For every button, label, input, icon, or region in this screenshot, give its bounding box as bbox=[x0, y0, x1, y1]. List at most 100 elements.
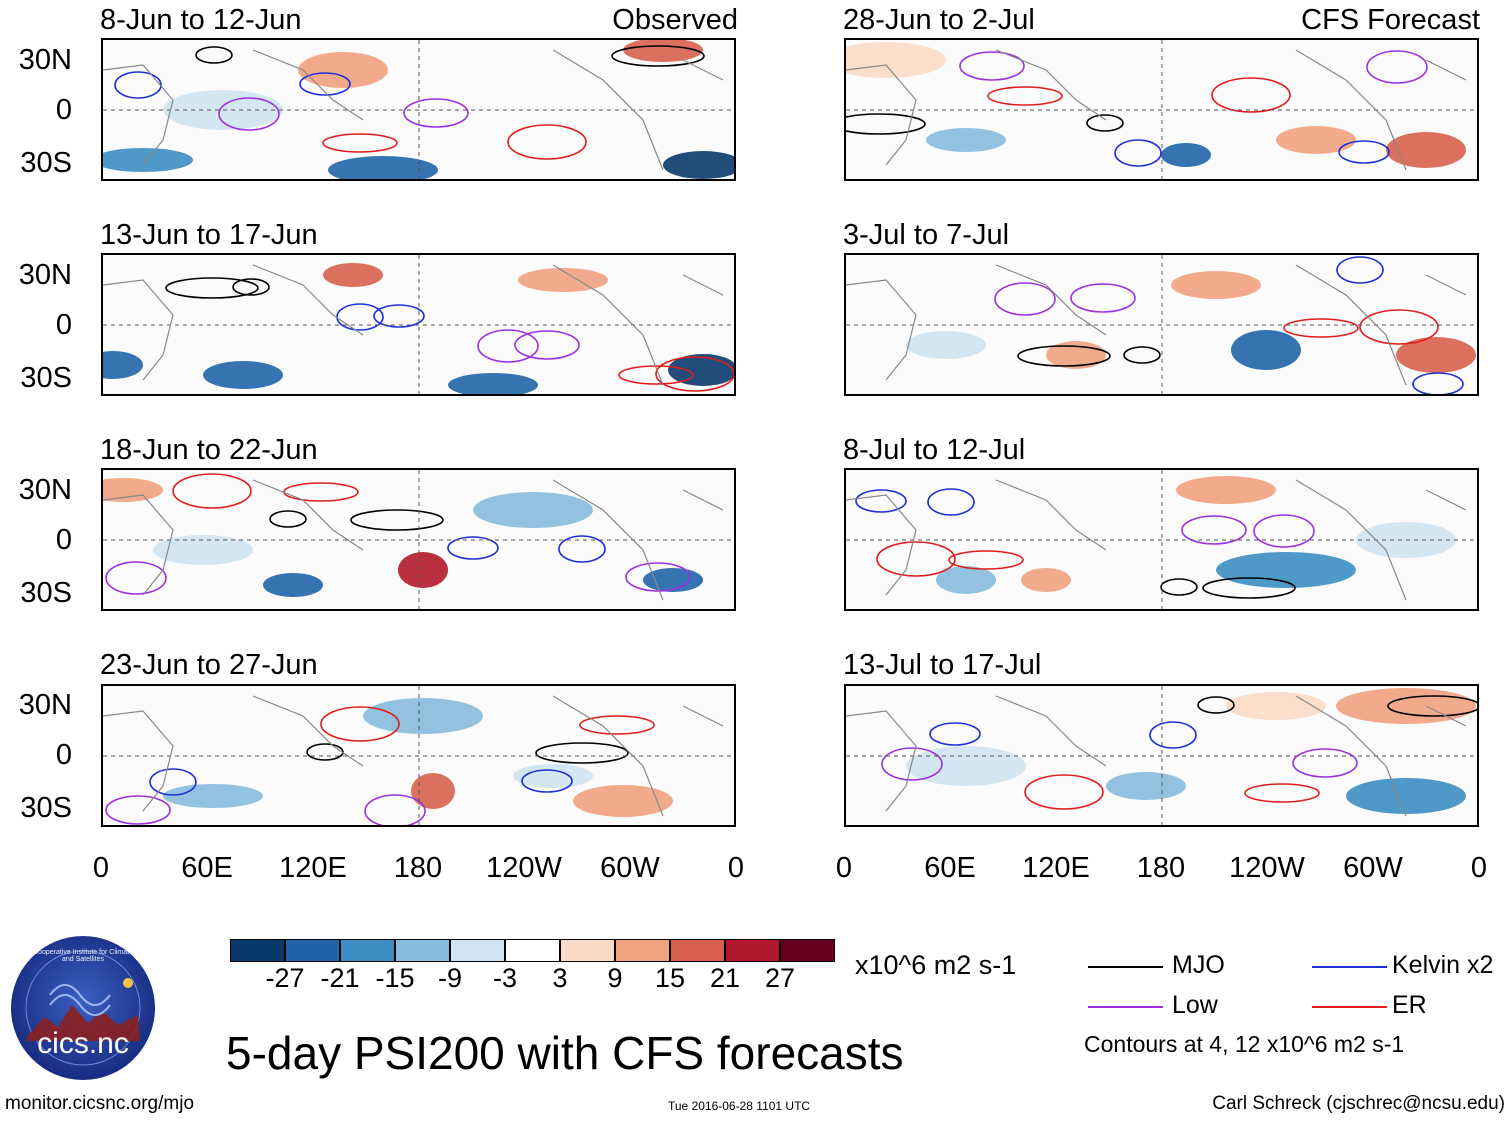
contour-line bbox=[611, 45, 705, 67]
contour-line bbox=[299, 72, 351, 96]
contour-line bbox=[306, 743, 344, 761]
colorbar-units: x10^6 m2 s-1 bbox=[855, 950, 1017, 980]
colorbar-tick-label: -3 bbox=[492, 963, 517, 993]
contour-line bbox=[846, 113, 926, 135]
contour-line bbox=[1211, 77, 1291, 113]
anomaly-shading bbox=[668, 354, 734, 386]
contour-line bbox=[1292, 748, 1358, 778]
contour-line bbox=[655, 356, 734, 392]
anomaly-shading bbox=[298, 52, 388, 88]
lon-label: 180 bbox=[1136, 852, 1186, 884]
contour-line bbox=[373, 304, 425, 328]
legend-line-low bbox=[1088, 1006, 1163, 1008]
colorbar-tick-label: 21 bbox=[709, 963, 741, 993]
contour-line bbox=[521, 769, 573, 793]
panel-date-fcst-2: 3-Jul to 7-Jul bbox=[843, 219, 1010, 251]
map-graphic bbox=[846, 40, 1477, 179]
map-panel-obs-4 bbox=[101, 684, 736, 827]
anomaly-shading bbox=[663, 151, 734, 179]
anomaly-shading bbox=[1396, 337, 1476, 373]
anomaly-shading bbox=[328, 156, 438, 179]
colorbar-tick-label: -9 bbox=[437, 963, 462, 993]
legend-label-mjo: MJO bbox=[1172, 951, 1225, 979]
contour-line bbox=[579, 715, 655, 735]
coastline bbox=[846, 479, 1467, 601]
contour-line bbox=[447, 536, 499, 560]
contour-line bbox=[1338, 140, 1390, 164]
contour-line bbox=[320, 706, 400, 742]
map-panel-fcst-4 bbox=[844, 684, 1479, 827]
figure-title: 5-day PSI200 with CFS forecasts bbox=[226, 1027, 904, 1079]
anomaly-shading bbox=[926, 128, 1006, 152]
anomaly-shading bbox=[1346, 778, 1466, 814]
contour-line bbox=[876, 541, 956, 577]
lat-label-30s: 30S bbox=[20, 792, 72, 824]
map-graphic bbox=[846, 686, 1477, 825]
contour-line bbox=[535, 742, 629, 764]
map-graphic bbox=[103, 470, 734, 609]
anomaly-shading bbox=[398, 552, 448, 588]
lat-label-30s: 30S bbox=[20, 147, 72, 179]
anomaly-shading bbox=[1176, 476, 1276, 504]
contour-line bbox=[195, 46, 233, 64]
contour-line bbox=[558, 535, 606, 563]
anomaly-shading bbox=[1046, 341, 1106, 369]
map-graphic bbox=[846, 255, 1477, 394]
contour-line bbox=[1070, 283, 1136, 313]
coastline bbox=[103, 695, 724, 817]
legend-label-kelvin: Kelvin x2 bbox=[1392, 951, 1494, 979]
anomaly-shading bbox=[473, 492, 593, 528]
coastline bbox=[103, 49, 724, 171]
lon-label: 120W bbox=[1229, 852, 1305, 884]
lon-label: 60E bbox=[181, 852, 233, 884]
anomaly-shading bbox=[936, 566, 996, 594]
contour-line bbox=[350, 509, 444, 531]
map-panel-fcst-2 bbox=[844, 253, 1479, 396]
contour-line bbox=[507, 124, 587, 160]
map-graphic bbox=[846, 470, 1477, 609]
colorbar-tick-label: -27 bbox=[265, 963, 305, 993]
coastline bbox=[103, 264, 724, 386]
lon-label: 0 bbox=[727, 852, 745, 884]
anomaly-shading bbox=[1336, 688, 1476, 724]
colorbar-cell bbox=[560, 939, 615, 962]
contours-note: Contours at 4, 12 x10^6 m2 s-1 bbox=[1084, 1031, 1405, 1057]
anomaly-shading bbox=[163, 784, 263, 808]
contour-line bbox=[514, 330, 580, 360]
lon-label: 60W bbox=[1343, 852, 1403, 884]
contour-line bbox=[929, 722, 981, 746]
contour-line bbox=[165, 277, 259, 299]
map-panel-obs-3 bbox=[101, 468, 736, 611]
contour-line bbox=[959, 51, 1025, 81]
map-panel-obs-1 bbox=[101, 38, 736, 181]
colorbar-cell bbox=[285, 939, 340, 962]
contour-line bbox=[105, 561, 167, 595]
forecast-label: CFS Forecast bbox=[1301, 4, 1480, 36]
lat-label-0: 0 bbox=[55, 524, 72, 556]
footer-url[interactable]: monitor.cicsnc.org/mjo bbox=[5, 1093, 195, 1114]
footer-timestamp: Tue 2016-06-28 1101 UTC bbox=[668, 1099, 811, 1113]
contour-line bbox=[1024, 774, 1104, 810]
map-panel-obs-2 bbox=[101, 253, 736, 396]
anomaly-shading bbox=[263, 573, 323, 597]
anomaly-shading bbox=[1161, 143, 1211, 167]
lat-label-30s: 30S bbox=[20, 577, 72, 609]
lon-label: 0 bbox=[835, 852, 853, 884]
contour-line bbox=[1123, 346, 1161, 364]
contour-line bbox=[1253, 514, 1315, 548]
colorbar-cell bbox=[670, 939, 725, 962]
anomaly-shading bbox=[363, 698, 483, 734]
anomaly-shading bbox=[846, 42, 946, 78]
observed-label: Observed bbox=[612, 4, 738, 36]
legend-line-kelvin bbox=[1312, 966, 1387, 968]
anomaly-shading bbox=[1171, 271, 1261, 299]
lon-label: 120E bbox=[1022, 852, 1090, 884]
lon-label: 0 bbox=[92, 852, 110, 884]
lon-label: 120E bbox=[279, 852, 347, 884]
contour-line bbox=[114, 71, 162, 99]
colorbar-cell bbox=[450, 939, 505, 962]
map-panel-fcst-3 bbox=[844, 468, 1479, 611]
anomaly-shading bbox=[623, 40, 703, 62]
logo-text: cics.nc bbox=[37, 1027, 129, 1060]
lon-label: 0 bbox=[1470, 852, 1488, 884]
